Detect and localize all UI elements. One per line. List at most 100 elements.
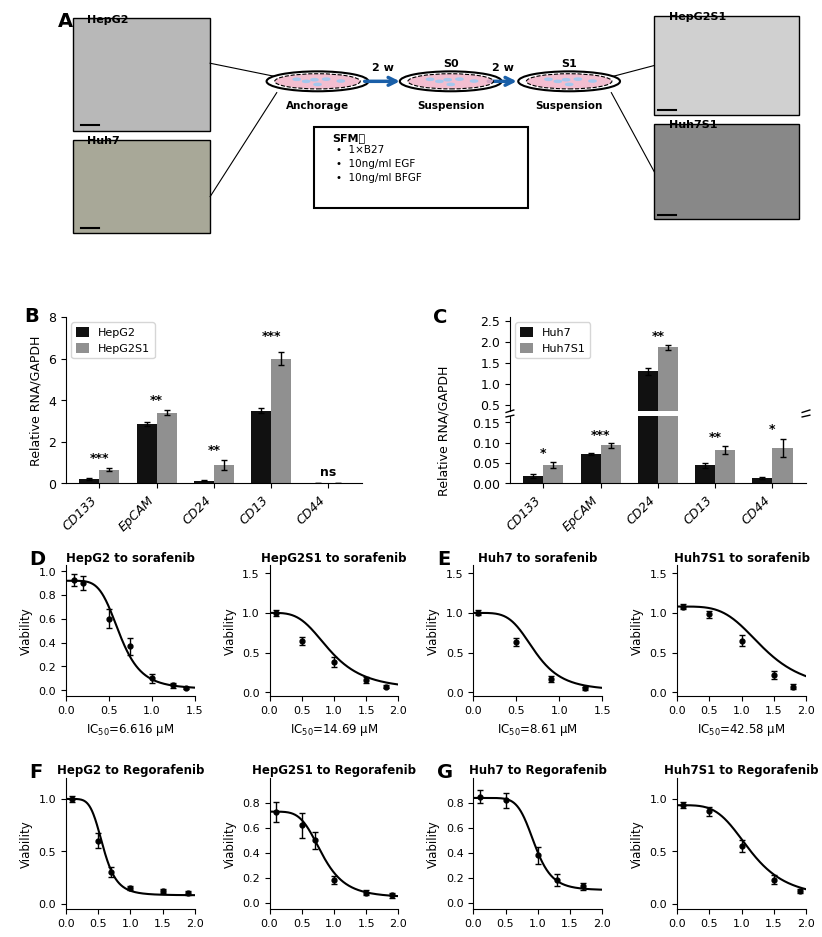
FancyBboxPatch shape xyxy=(73,19,210,131)
Text: Huh7: Huh7 xyxy=(87,136,119,145)
Ellipse shape xyxy=(399,72,501,92)
Text: Suspension: Suspension xyxy=(535,101,603,111)
X-axis label: IC$_{50}$=8.213 μM: IC$_{50}$=8.213 μM xyxy=(290,934,377,937)
Bar xyxy=(772,449,792,483)
Circle shape xyxy=(426,79,433,81)
Y-axis label: Viability: Viability xyxy=(224,607,237,655)
Bar xyxy=(715,450,735,483)
Circle shape xyxy=(470,81,478,82)
FancyBboxPatch shape xyxy=(73,141,210,233)
Text: **: ** xyxy=(651,330,664,343)
Title: HepG2S1 to sorafenib: HepG2S1 to sorafenib xyxy=(261,551,407,564)
Title: HepG2 to sorafenib: HepG2 to sorafenib xyxy=(66,551,195,564)
Y-axis label: Relative RNA/GAPDH: Relative RNA/GAPDH xyxy=(437,365,450,496)
Circle shape xyxy=(589,81,596,82)
Text: ***: *** xyxy=(90,452,109,465)
Circle shape xyxy=(293,79,300,81)
Bar xyxy=(658,0,677,483)
Text: •  10ng/ml BFGF: • 10ng/ml BFGF xyxy=(335,173,422,184)
Y-axis label: Viability: Viability xyxy=(20,820,33,868)
Title: Huh7S1 to sorafenib: Huh7S1 to sorafenib xyxy=(673,551,809,564)
X-axis label: IC$_{50}$=8.61 μM: IC$_{50}$=8.61 μM xyxy=(497,721,578,737)
Text: D: D xyxy=(30,550,46,569)
Title: HepG2S1 to Regorafenib: HepG2S1 to Regorafenib xyxy=(252,764,416,777)
Bar xyxy=(99,470,119,483)
Bar xyxy=(214,465,233,483)
Title: Huh7S1 to Regorafenib: Huh7S1 to Regorafenib xyxy=(664,764,819,777)
Bar xyxy=(580,424,600,426)
Circle shape xyxy=(447,83,455,86)
Y-axis label: Viability: Viability xyxy=(630,820,644,868)
Circle shape xyxy=(544,79,552,81)
Text: **: ** xyxy=(709,431,722,444)
X-axis label: IC$_{50}$=10.19 μM: IC$_{50}$=10.19 μM xyxy=(493,934,582,937)
Text: Anchorage: Anchorage xyxy=(286,101,349,111)
Text: •  10ng/ml EGF: • 10ng/ml EGF xyxy=(335,158,415,169)
Y-axis label: Viability: Viability xyxy=(224,820,237,868)
Bar xyxy=(194,481,214,483)
Circle shape xyxy=(337,81,344,82)
Bar xyxy=(136,424,156,483)
Y-axis label: Viability: Viability xyxy=(427,607,440,655)
Circle shape xyxy=(314,83,321,86)
Bar xyxy=(251,410,271,483)
Text: S0: S0 xyxy=(443,59,458,69)
Bar xyxy=(543,424,563,426)
Text: •  1×B27: • 1×B27 xyxy=(335,145,384,155)
Bar xyxy=(580,454,600,483)
Bar xyxy=(752,479,772,483)
Title: Huh7 to sorafenib: Huh7 to sorafenib xyxy=(478,551,597,564)
X-axis label: IC$_{50}$=14.69 μM: IC$_{50}$=14.69 μM xyxy=(289,721,378,737)
Ellipse shape xyxy=(408,74,493,89)
Circle shape xyxy=(554,81,561,82)
Bar xyxy=(543,465,563,483)
X-axis label: IC$_{50}$=42.58 μM: IC$_{50}$=42.58 μM xyxy=(697,721,785,737)
Y-axis label: Viability: Viability xyxy=(427,820,440,868)
Y-axis label: Viability: Viability xyxy=(630,607,644,655)
FancyBboxPatch shape xyxy=(314,126,529,208)
Text: **: ** xyxy=(207,443,220,456)
Text: Huh7S1: Huh7S1 xyxy=(668,120,717,130)
Text: F: F xyxy=(30,763,43,781)
Legend: Huh7, Huh7S1: Huh7, Huh7S1 xyxy=(515,322,590,359)
Bar xyxy=(695,424,715,426)
Legend: HepG2, HepG2S1: HepG2, HepG2S1 xyxy=(72,322,155,359)
Bar xyxy=(695,466,715,483)
Circle shape xyxy=(311,79,318,82)
Circle shape xyxy=(566,83,573,86)
Circle shape xyxy=(302,81,310,82)
Text: ***: *** xyxy=(261,330,280,343)
X-axis label: IC$_{50}$=5.39 μM: IC$_{50}$=5.39 μM xyxy=(90,934,171,937)
Text: *: * xyxy=(769,424,775,437)
FancyBboxPatch shape xyxy=(654,16,798,115)
Ellipse shape xyxy=(266,72,368,92)
Bar xyxy=(638,372,658,426)
Circle shape xyxy=(444,79,451,82)
Text: A: A xyxy=(58,11,73,31)
Title: Huh7 to Regorafenib: Huh7 to Regorafenib xyxy=(469,764,607,777)
X-axis label: IC$_{50}$=6.616 μM: IC$_{50}$=6.616 μM xyxy=(86,721,174,737)
Text: B: B xyxy=(25,307,39,326)
Text: HepG2S1: HepG2S1 xyxy=(668,12,726,22)
Text: 2 w: 2 w xyxy=(372,63,393,73)
Ellipse shape xyxy=(526,74,612,89)
Title: HepG2 to Regorafenib: HepG2 to Regorafenib xyxy=(57,764,204,777)
Bar xyxy=(271,359,291,483)
Text: *: * xyxy=(540,447,547,459)
Circle shape xyxy=(574,79,581,81)
Ellipse shape xyxy=(518,72,620,92)
Circle shape xyxy=(562,79,570,82)
Y-axis label: Relative RNA/GAPDH: Relative RNA/GAPDH xyxy=(30,335,43,466)
Circle shape xyxy=(455,79,463,81)
Y-axis label: Viability: Viability xyxy=(20,607,33,655)
Text: **: ** xyxy=(150,394,163,407)
Text: E: E xyxy=(437,550,450,569)
FancyBboxPatch shape xyxy=(654,125,798,219)
X-axis label: IC$_{50}$=13.69 μM: IC$_{50}$=13.69 μM xyxy=(697,934,785,937)
Bar xyxy=(715,423,735,426)
Text: S1: S1 xyxy=(561,59,577,69)
Text: C: C xyxy=(432,307,447,327)
Text: HepG2: HepG2 xyxy=(87,15,128,25)
Bar xyxy=(523,476,543,483)
Text: ns: ns xyxy=(320,467,336,479)
